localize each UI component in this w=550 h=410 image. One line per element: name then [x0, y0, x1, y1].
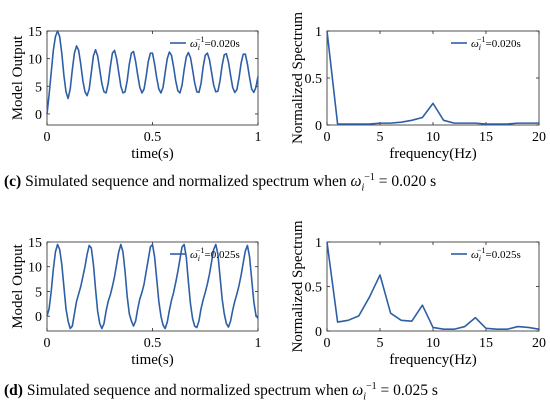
legend-label-sub: i — [479, 43, 481, 52]
caption-d-tail: = 0.025 s — [376, 382, 438, 400]
y-tick-label: 5 — [35, 80, 42, 95]
series-line-1 — [46, 30, 259, 115]
x-tick-label: 15 — [479, 130, 493, 145]
legend-label: ωi−1=0.025s — [471, 246, 521, 263]
series-line-1 — [46, 243, 259, 330]
chart-d-spec: 0 5 10 15 20 0 0.5 1 frequency(Hz) Normalized Spe… — [290, 220, 546, 368]
x-tick-label: 1 — [255, 130, 262, 145]
x-tick-label: 0 — [324, 336, 331, 351]
x-tick-label: 1 — [255, 336, 262, 351]
y-axis-label: Normalized Spectrum — [290, 12, 306, 144]
legend-label-value: =0.025s — [486, 249, 521, 261]
caption-c-sub: i — [361, 182, 365, 194]
y-tick-label: 0 — [35, 108, 42, 123]
x-tick-label: 0 — [324, 130, 331, 145]
legend-label-symbol: ω — [190, 38, 198, 50]
x-axis-label: frequency(Hz) — [389, 146, 476, 162]
legend-label-symbol: ω — [471, 249, 479, 261]
x-tick-label: 0 — [44, 336, 51, 351]
legend-label-sub: i — [479, 254, 481, 263]
x-tick-label: 0 — [44, 130, 51, 145]
chart-c-spec: 0 5 10 15 20 0 0.5 1 frequency(Hz) Normalized Spe… — [290, 12, 546, 162]
x-tick-label: 5 — [377, 130, 384, 145]
caption-d-symbol: ω — [352, 382, 364, 400]
x-tick-label: 0.5 — [144, 336, 162, 351]
legend-label-symbol: ω — [190, 249, 198, 261]
legend-label: ωi−1=0.020s — [190, 35, 240, 52]
caption-c-symbol: ω — [350, 173, 362, 191]
y-tick-label: 10 — [28, 261, 42, 276]
legend-label-value: =0.020s — [205, 38, 240, 50]
y-tick-label: 0.5 — [305, 281, 323, 296]
x-tick-label: 20 — [532, 130, 546, 145]
y-axis-label: Normalized Spectrum — [290, 220, 306, 352]
y-tick-label: 0 — [35, 310, 42, 325]
legend-label-sub: i — [198, 254, 200, 263]
x-axis-label: frequency(Hz) — [389, 352, 476, 368]
caption-d-sup: −1 — [365, 381, 377, 392]
y-tick-label: 1 — [315, 25, 322, 40]
x-axis-label: time(s) — [131, 146, 174, 162]
caption-c-tag: (c) — [4, 173, 22, 191]
caption-c: (c) Simulated sequence and normalized sp… — [4, 172, 436, 193]
y-tick-label: 1 — [315, 236, 322, 251]
legend-label: ωi−1=0.020s — [471, 35, 521, 52]
y-tick-label: 5 — [35, 285, 42, 300]
y-tick-label: 0 — [315, 325, 322, 340]
caption-c-sup: −1 — [364, 172, 375, 183]
legend-label-symbol: ω — [471, 38, 479, 50]
y-tick-label: 10 — [28, 53, 42, 68]
y-tick-label: 0.5 — [305, 72, 323, 87]
caption-d: (d) Simulated sequence and normalized sp… — [4, 381, 438, 402]
caption-d-tag: (d) — [4, 382, 23, 400]
y-axis-label: Model Output — [10, 35, 26, 120]
series-line-1 — [326, 241, 540, 331]
legend-label-sup: −1 — [477, 246, 486, 255]
caption-d-text: Simulated sequence and normalized spectr… — [22, 382, 353, 400]
y-axis-label: Model Output — [10, 243, 26, 328]
legend-label: ωi−1=0.025s — [190, 246, 240, 263]
x-tick-label: 0.5 — [144, 130, 162, 145]
x-tick-label: 10 — [426, 130, 440, 145]
legend-label-sup: −1 — [196, 246, 205, 255]
caption-d-sub: i — [363, 391, 366, 403]
y-tick-label: 0 — [315, 119, 322, 134]
caption-c-tail: = 0.020 s — [374, 173, 437, 191]
legend-label-sup: −1 — [477, 35, 486, 44]
x-axis-label: time(s) — [131, 352, 174, 368]
y-tick-label: 15 — [28, 236, 42, 251]
legend-label-sub: i — [198, 43, 200, 52]
legend-label-value: =0.025s — [205, 249, 240, 261]
caption-c-text: Simulated sequence and normalized spectr… — [21, 173, 351, 191]
x-tick-label: 5 — [377, 336, 384, 351]
legend-label-value: =0.020s — [486, 38, 521, 50]
x-tick-label: 10 — [426, 336, 440, 351]
x-tick-label: 15 — [479, 336, 493, 351]
x-tick-label: 20 — [532, 336, 546, 351]
y-tick-label: 15 — [28, 25, 42, 40]
series-line-1 — [326, 30, 539, 125]
legend-label-sup: −1 — [196, 35, 205, 44]
